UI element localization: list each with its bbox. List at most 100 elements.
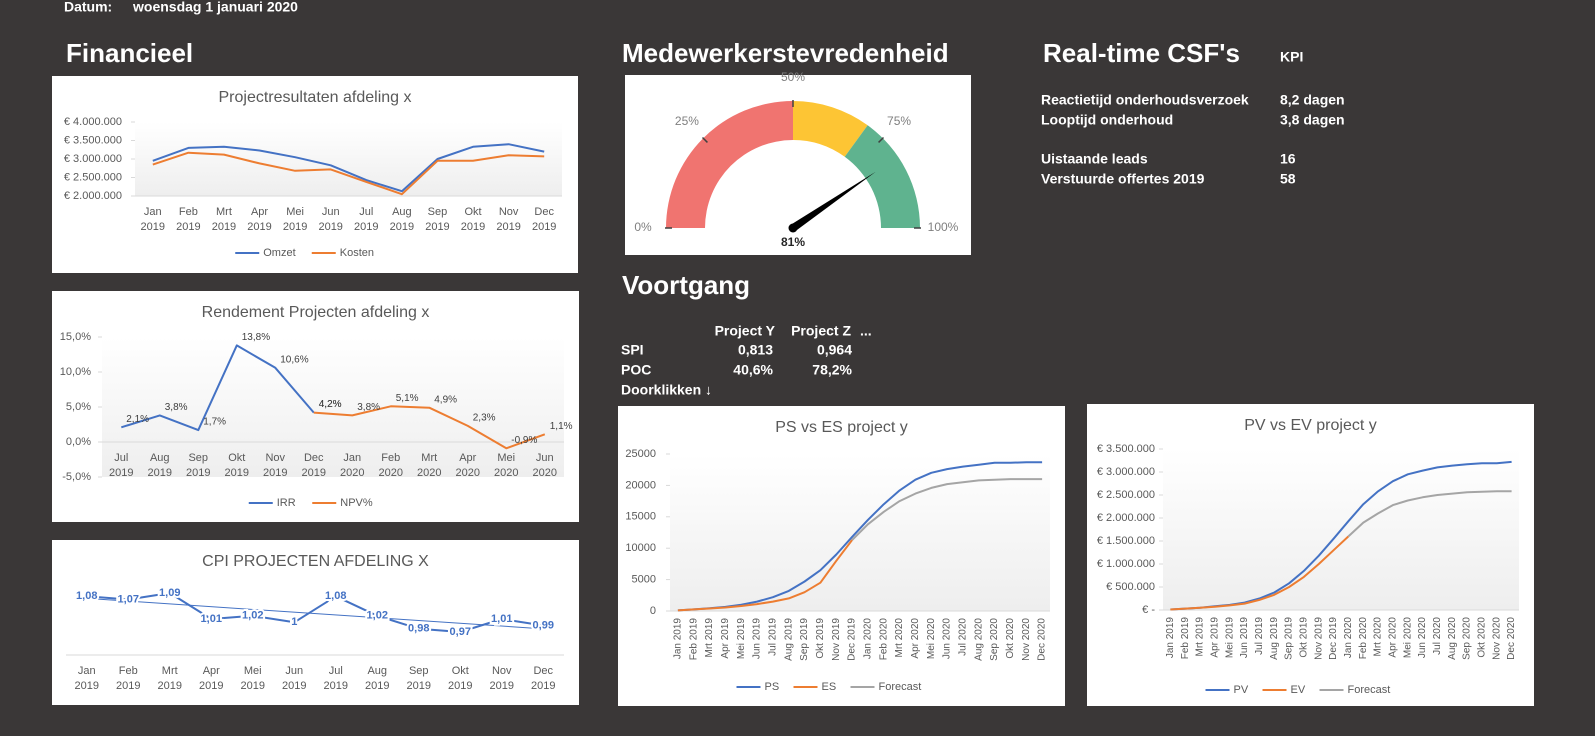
data-label: 3,8% [165, 402, 188, 413]
gauge-band [793, 101, 868, 157]
x-tick-label-line: Dec [534, 206, 554, 218]
row-label: POC [621, 362, 651, 378]
x-tick-label: Mrt 2019 [158, 665, 182, 692]
date-label: Datum: [64, 0, 112, 15]
x-tick-label-line: 2019 [109, 467, 133, 479]
kpi-heading: KPI [1280, 49, 1303, 65]
x-tick-label: Jun 2019 [1239, 617, 1250, 659]
x-tick-label-line: 2019 [116, 680, 140, 692]
x-tick-label: Mrt 2019 [1195, 617, 1206, 657]
x-tick-label: Jan 2019 [141, 206, 165, 233]
x-tick-label-line: Mei [286, 206, 304, 218]
x-tick-label: Sep 2019 [407, 665, 431, 692]
gauge-value: 81% [781, 235, 805, 249]
y-tick-label: 5,0% [66, 401, 91, 413]
x-tick-label: Nov 2019 [490, 665, 514, 692]
x-tick-label-line: Jan [343, 452, 361, 464]
y-tick-label: -5,0% [62, 471, 91, 483]
x-tick-label: Jan 2019 [75, 665, 99, 692]
x-tick-label-line: Jun [322, 206, 340, 218]
x-tick-label: Jul 2020 [958, 618, 969, 656]
gauge-tick-label: 0% [634, 220, 652, 234]
data-label: 4,2% [319, 399, 342, 410]
x-tick-label: Jun 2019 [752, 618, 763, 660]
x-tick-label: Okt 2020 [1477, 617, 1488, 658]
x-tick-label-line: 2019 [496, 221, 520, 233]
x-tick-label: Feb 2020 [878, 618, 889, 661]
x-tick-label-line: Jun [536, 452, 554, 464]
x-tick-label: Apr 2019 [247, 206, 271, 233]
x-tick-label-line: 2019 [241, 680, 265, 692]
kpi-value: 58 [1280, 171, 1296, 187]
x-tick-label: Feb 2019 [176, 206, 200, 233]
cell: 0,964 [817, 342, 852, 358]
x-tick-label: Okt 2019 [1299, 617, 1310, 658]
x-tick-label-line: 2019 [448, 680, 472, 692]
y-tick-label: € 2.500.000 [1097, 489, 1155, 501]
x-tick-label-line: Aug [367, 665, 387, 677]
legend-label: PS [765, 681, 780, 693]
x-tick-label-line: Sep [409, 665, 429, 677]
x-tick-label: Apr 2020 [910, 618, 921, 659]
data-label: 1,01 [491, 613, 512, 625]
x-tick-label-line: 2020 [494, 467, 518, 479]
x-tick-label: Jul 2019 [109, 452, 133, 479]
data-label: 1,02 [242, 610, 263, 622]
x-tick-label: Dec 2019 [847, 618, 858, 661]
x-tick-label-line: 2019 [425, 221, 449, 233]
x-tick-label: Jul 2020 [1432, 617, 1443, 655]
x-tick-label-line: Aug [392, 206, 412, 218]
chart-title: Projectresultaten afdeling x [219, 89, 412, 106]
gauge-tick [878, 136, 885, 143]
x-tick-label: Mrt 2019 [212, 206, 236, 233]
legend-label: Kosten [340, 247, 374, 259]
kpi-label: Looptijd onderhoud [1041, 112, 1173, 128]
x-tick-label: Dec 2020 [1037, 618, 1048, 661]
x-tick-label: Jun 2020 [1417, 617, 1428, 659]
x-tick-label: Aug 2019 [148, 452, 172, 479]
gauge-tick-label: 75% [887, 114, 911, 128]
x-tick-label: Mei 2019 [1224, 617, 1235, 659]
x-tick-label-line: Nov [265, 452, 285, 464]
legend-label: Omzet [263, 247, 295, 259]
data-label: 1,02 [367, 610, 388, 622]
x-tick-label-line: 2019 [158, 680, 182, 692]
plot-area [135, 122, 562, 196]
x-tick-label: Mei 2020 [1402, 617, 1413, 659]
x-tick-label: Nov 2020 [1021, 618, 1032, 661]
x-tick-label-line: 2019 [283, 221, 307, 233]
needle-hub [788, 223, 798, 233]
x-tick-label-line: Feb [119, 665, 138, 677]
x-tick-label: Nov 2019 [263, 452, 287, 479]
x-tick-label: Mrt 2020 [894, 618, 905, 658]
y-tick-label: 10,0% [60, 366, 91, 378]
y-tick-label: € 4.000.000 [64, 116, 122, 128]
legend-label: PV [1234, 684, 1249, 696]
x-tick-label: Apr 2019 [720, 618, 731, 659]
data-label: 4,2% [319, 399, 342, 410]
x-tick-label: Jan 2019 [673, 618, 684, 660]
x-tick-label-line: Mei [244, 665, 262, 677]
y-tick-label: € - [1142, 604, 1155, 616]
y-tick-label: € 1.000.000 [1097, 558, 1155, 570]
x-tick-label: Jan 2020 [863, 618, 874, 660]
x-tick-label-line: 2019 [176, 221, 200, 233]
section-title: Real-time CSF's [1043, 38, 1240, 68]
x-tick-label: Feb 2020 [379, 452, 403, 479]
x-tick-label: Mei 2019 [241, 665, 265, 692]
cell: 40,6% [733, 362, 773, 378]
y-tick-label: 0 [650, 605, 656, 617]
x-tick-label-line: 2019 [247, 221, 271, 233]
kpi-label: Uistaande leads [1041, 151, 1148, 167]
trendline [86, 597, 544, 630]
x-tick-label-line: Dec [533, 665, 553, 677]
x-tick-label-line: 2019 [390, 221, 414, 233]
x-tick-label: Sep 2020 [1462, 617, 1473, 660]
x-tick-label-line: 2019 [186, 467, 210, 479]
x-tick-label-line: 2019 [225, 467, 249, 479]
x-tick-label-line: Sep [428, 206, 448, 218]
drilldown-link[interactable]: Doorklikken ↓ [621, 382, 712, 398]
x-tick-label: Feb 2019 [1180, 617, 1191, 660]
data-label: 3,8% [357, 402, 380, 413]
x-tick-label: Okt 2019 [225, 452, 249, 479]
